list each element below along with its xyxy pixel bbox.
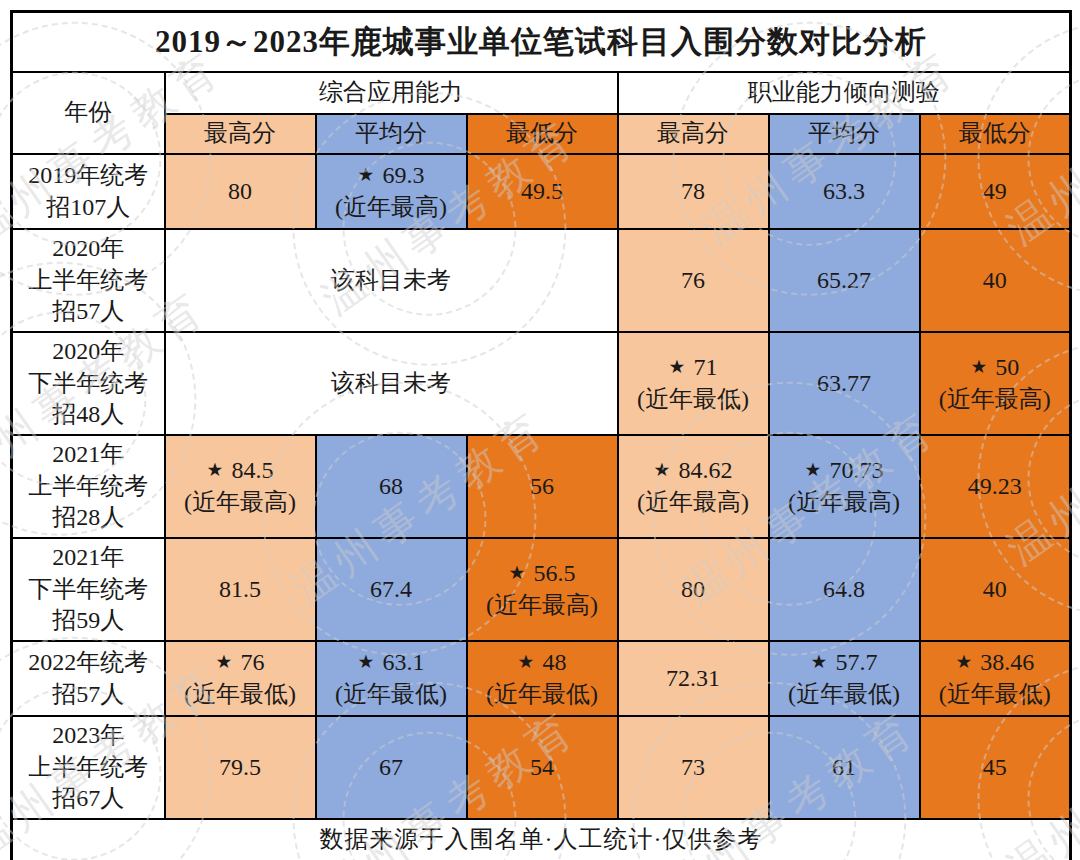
score-cell: ★ 38.46(近年最低) bbox=[920, 641, 1071, 716]
score-cell: 80 bbox=[165, 154, 316, 229]
group-header-comprehensive-ability: 综合应用能力 bbox=[165, 72, 618, 114]
year-cell: 2021年下半年统考招59人 bbox=[12, 538, 165, 641]
score-cell: ★ 57.7(近年最低) bbox=[769, 641, 920, 716]
star-icon: ★ bbox=[509, 562, 526, 583]
table-row: 2020年上半年统考招57人该科目未考7665.2740 bbox=[12, 229, 1071, 332]
score-cell: 63.3 bbox=[769, 154, 920, 229]
score-cell: 64.8 bbox=[769, 538, 920, 641]
score-cell: 54 bbox=[467, 716, 618, 819]
year-cell: 2022年统考招57人 bbox=[12, 641, 165, 716]
score-cell: 61 bbox=[769, 716, 920, 819]
score-cell: ★ 76(近年最低) bbox=[165, 641, 316, 716]
star-icon: ★ bbox=[216, 651, 233, 672]
year-cell: 2020年下半年统考招48人 bbox=[12, 332, 165, 435]
score-cell: 40 bbox=[920, 229, 1071, 332]
score-cell: 79.5 bbox=[165, 716, 316, 819]
not-tested-cell: 该科目未考 bbox=[165, 229, 618, 332]
score-cell: ★ 50(近年最高) bbox=[920, 332, 1071, 435]
sub-header-min-2: 最低分 bbox=[920, 114, 1071, 154]
score-cell: ★ 84.62(近年最高) bbox=[618, 435, 769, 538]
score-cell: ★ 63.1(近年最低) bbox=[316, 641, 467, 716]
star-icon: ★ bbox=[654, 459, 671, 480]
star-icon: ★ bbox=[955, 651, 972, 672]
score-cell: 72.31 bbox=[618, 641, 769, 716]
title-row: 2019～2023年鹿城事业单位笔试科目入围分数对比分析 bbox=[12, 12, 1071, 73]
table-row: 2021年上半年统考招28人★ 84.5(近年最高)6856★ 84.62(近年… bbox=[12, 435, 1071, 538]
star-icon: ★ bbox=[358, 164, 375, 185]
score-table: 2019～2023年鹿城事业单位笔试科目入围分数对比分析 年份 综合应用能力 职… bbox=[10, 10, 1072, 860]
score-cell: ★ 56.5(近年最高) bbox=[467, 538, 618, 641]
score-cell: 68 bbox=[316, 435, 467, 538]
footer-note: 数据来源于入围名单·人工统计·仅供参考 bbox=[12, 819, 1071, 860]
score-cell: ★ 48(近年最低) bbox=[467, 641, 618, 716]
year-column-header: 年份 bbox=[12, 72, 165, 154]
star-icon: ★ bbox=[207, 459, 224, 480]
group-header-row: 年份 综合应用能力 职业能力倾向测验 bbox=[12, 72, 1071, 114]
year-cell: 2019年统考招107人 bbox=[12, 154, 165, 229]
score-cell: 49 bbox=[920, 154, 1071, 229]
score-cell: 45 bbox=[920, 716, 1071, 819]
score-cell: 80 bbox=[618, 538, 769, 641]
not-tested-cell: 该科目未考 bbox=[165, 332, 618, 435]
star-icon: ★ bbox=[358, 651, 375, 672]
year-cell: 2021年上半年统考招28人 bbox=[12, 435, 165, 538]
score-cell: 49.23 bbox=[920, 435, 1071, 538]
score-cell: 67.4 bbox=[316, 538, 467, 641]
group-header-aptitude-test: 职业能力倾向测验 bbox=[618, 72, 1071, 114]
table-row: 2019年统考招107人80★ 69.3(近年最高)49.57863.349 bbox=[12, 154, 1071, 229]
sub-header-row: 最高分 平均分 最低分 最高分 平均分 最低分 bbox=[12, 114, 1071, 154]
star-icon: ★ bbox=[518, 651, 535, 672]
star-icon: ★ bbox=[669, 356, 686, 377]
score-cell: ★ 69.3(近年最高) bbox=[316, 154, 467, 229]
table-body: 2019年统考招107人80★ 69.3(近年最高)49.57863.34920… bbox=[12, 154, 1071, 819]
score-cell: ★ 70.73(近年最高) bbox=[769, 435, 920, 538]
table-row: 2021年下半年统考招59人81.567.4★ 56.5(近年最高)8064.8… bbox=[12, 538, 1071, 641]
score-cell: 78 bbox=[618, 154, 769, 229]
score-cell: 49.5 bbox=[467, 154, 618, 229]
score-cell: 65.27 bbox=[769, 229, 920, 332]
sub-header-min-1: 最低分 bbox=[467, 114, 618, 154]
page-title: 2019～2023年鹿城事业单位笔试科目入围分数对比分析 bbox=[12, 12, 1071, 73]
star-icon: ★ bbox=[811, 651, 828, 672]
table-row: 2020年下半年统考招48人该科目未考★ 71(近年最低)63.77★ 50(近… bbox=[12, 332, 1071, 435]
score-cell: ★ 71(近年最低) bbox=[618, 332, 769, 435]
score-cell: 40 bbox=[920, 538, 1071, 641]
score-cell: ★ 84.5(近年最高) bbox=[165, 435, 316, 538]
score-cell: 73 bbox=[618, 716, 769, 819]
sub-header-max-1: 最高分 bbox=[165, 114, 316, 154]
sub-header-avg-2: 平均分 bbox=[769, 114, 920, 154]
poster: 2019～2023年鹿城事业单位笔试科目入围分数对比分析 年份 综合应用能力 职… bbox=[10, 10, 1070, 850]
score-cell: 67 bbox=[316, 716, 467, 819]
star-icon: ★ bbox=[970, 356, 987, 377]
star-icon: ★ bbox=[805, 459, 822, 480]
year-cell: 2023年上半年统考招67人 bbox=[12, 716, 165, 819]
footer-row: 数据来源于入围名单·人工统计·仅供参考 bbox=[12, 819, 1071, 860]
score-cell: 76 bbox=[618, 229, 769, 332]
table-row: 2022年统考招57人★ 76(近年最低)★ 63.1(近年最低)★ 48(近年… bbox=[12, 641, 1071, 716]
sub-header-avg-1: 平均分 bbox=[316, 114, 467, 154]
table-row: 2023年上半年统考招67人79.56754736145 bbox=[12, 716, 1071, 819]
score-cell: 63.77 bbox=[769, 332, 920, 435]
sub-header-max-2: 最高分 bbox=[618, 114, 769, 154]
score-cell: 81.5 bbox=[165, 538, 316, 641]
score-cell: 56 bbox=[467, 435, 618, 538]
year-cell: 2020年上半年统考招57人 bbox=[12, 229, 165, 332]
